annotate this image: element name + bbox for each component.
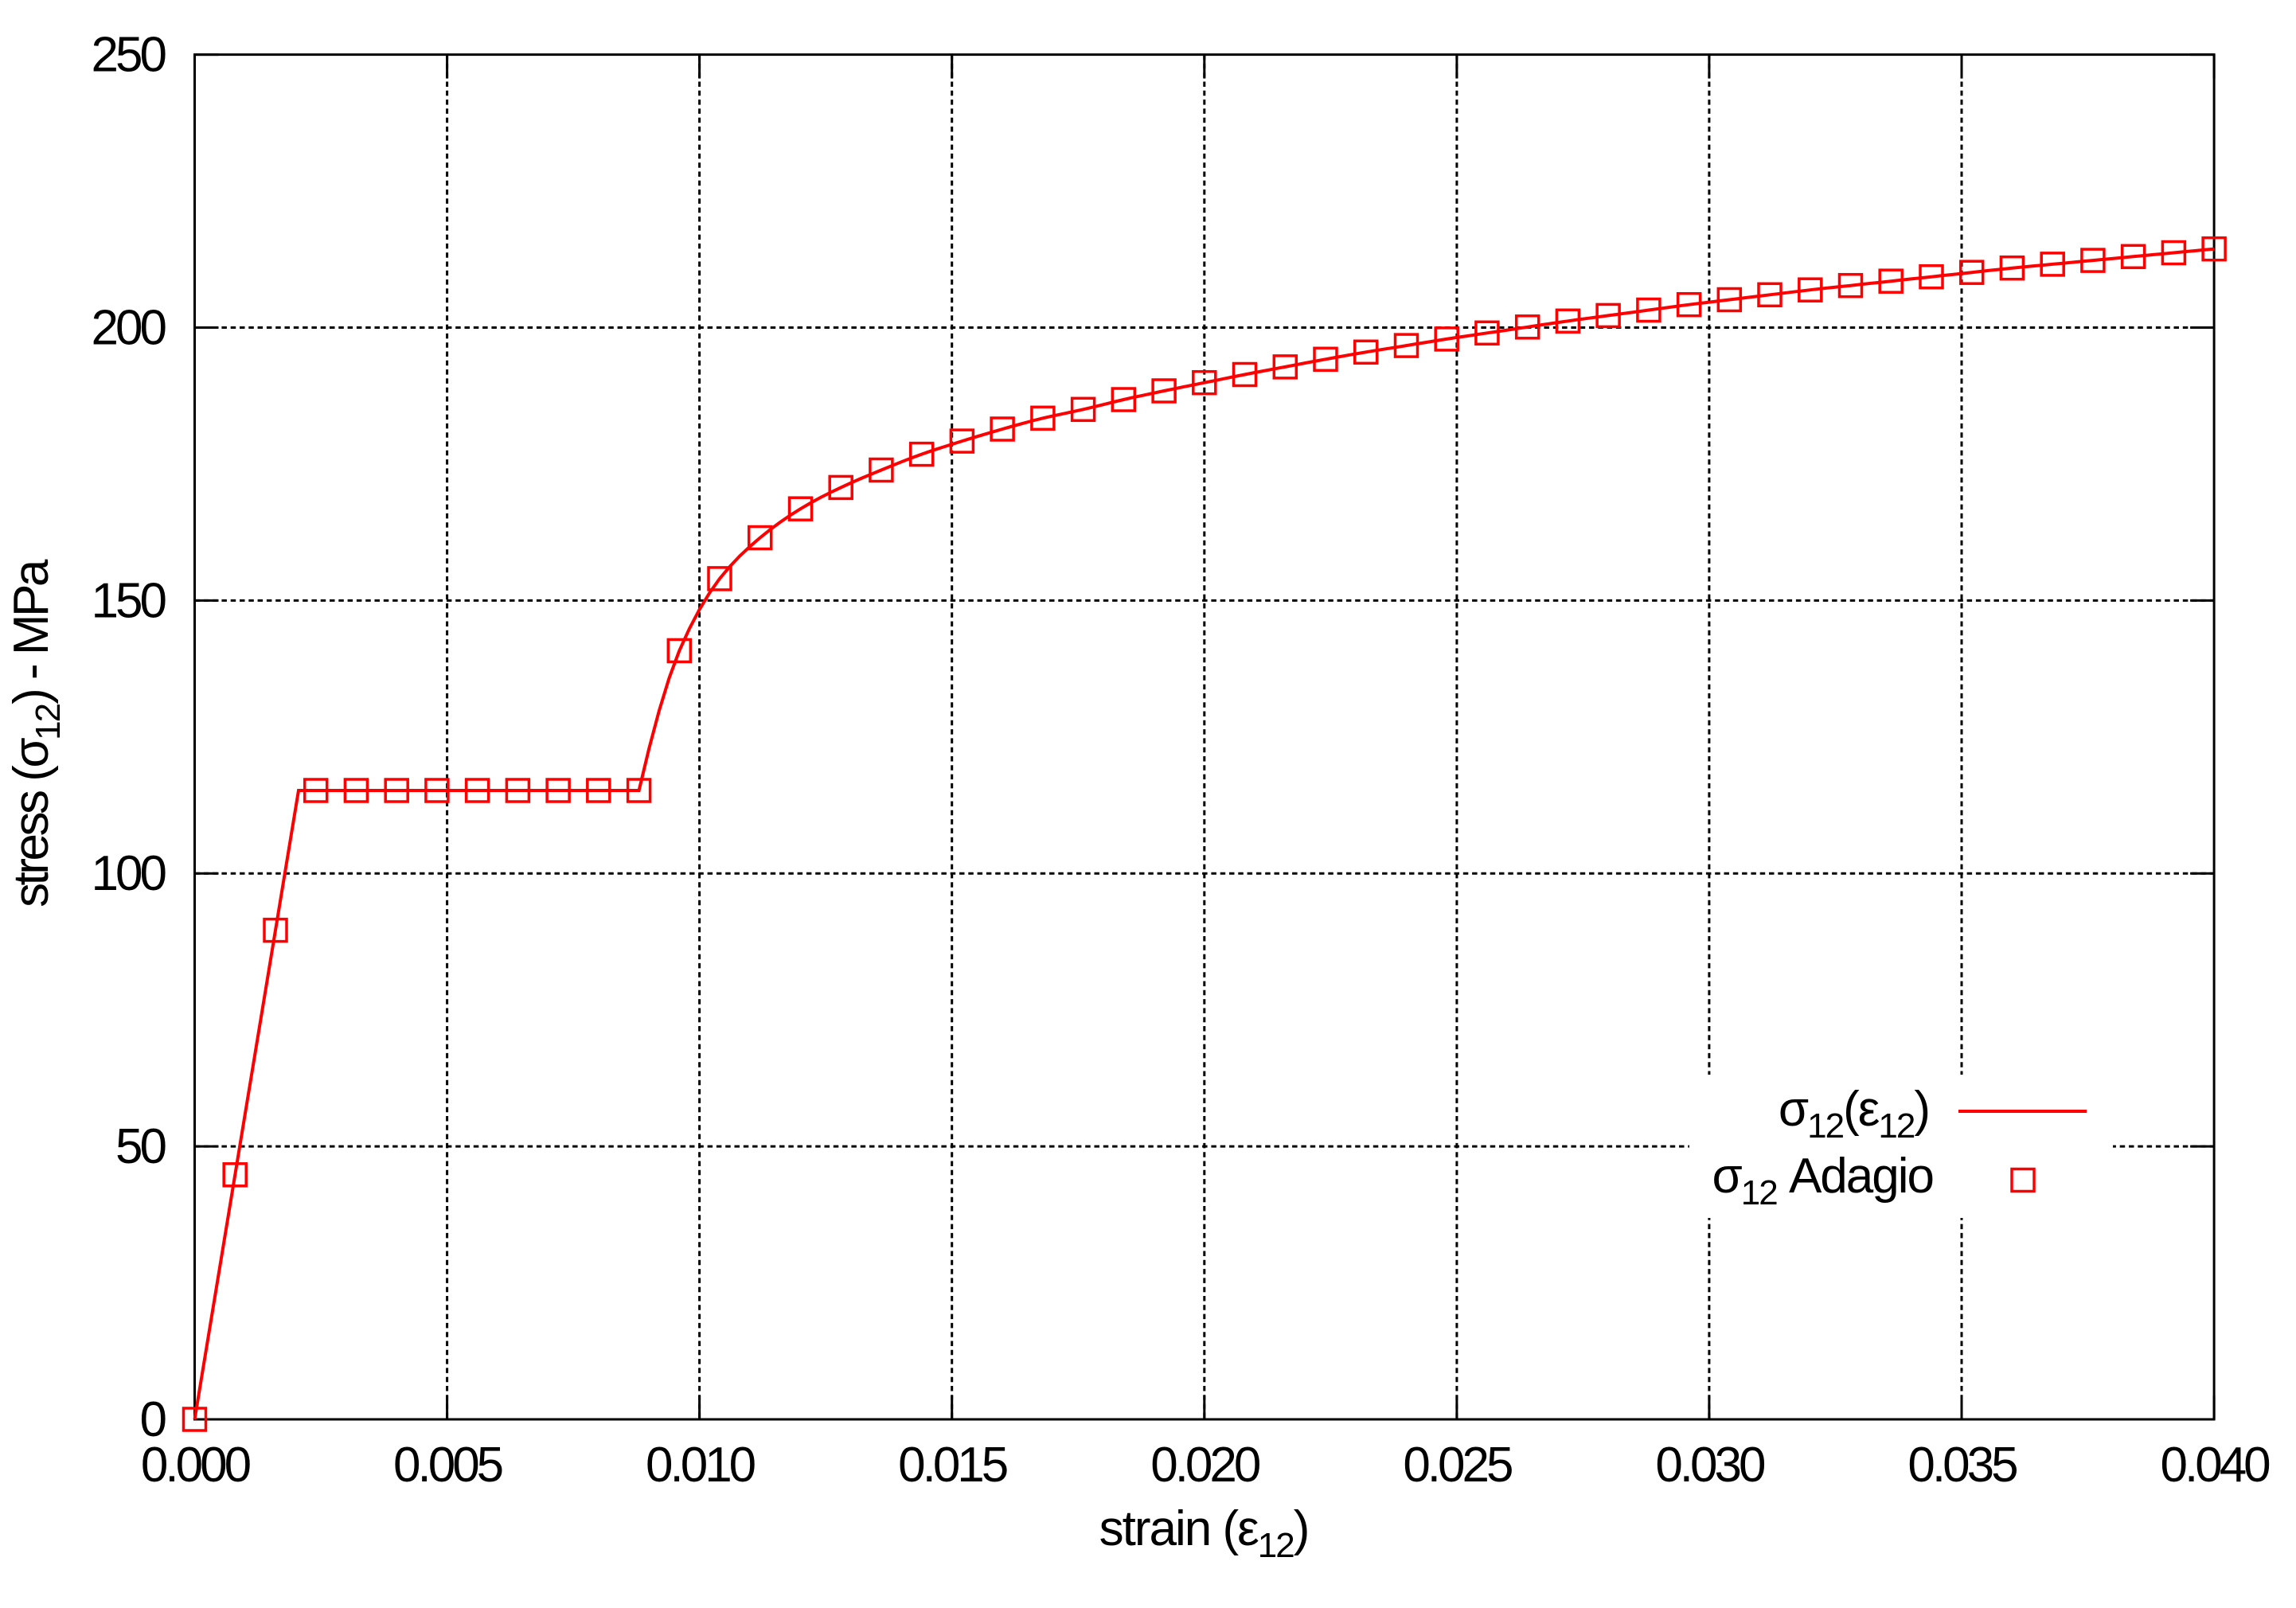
svg-text:0.020: 0.020: [1150, 1438, 1260, 1493]
svg-text:0.005: 0.005: [393, 1438, 502, 1493]
svg-text:0.015: 0.015: [898, 1438, 1007, 1493]
svg-text:0.030: 0.030: [1655, 1438, 1765, 1493]
svg-text:0.025: 0.025: [1403, 1438, 1512, 1493]
svg-text:200: 200: [92, 301, 166, 356]
svg-text:100: 100: [92, 846, 166, 901]
svg-text:50: 50: [115, 1119, 166, 1174]
svg-text:150: 150: [92, 573, 166, 628]
svg-text:250: 250: [92, 28, 166, 83]
svg-text:0.035: 0.035: [1907, 1438, 2017, 1493]
svg-text:0.000: 0.000: [141, 1438, 251, 1493]
svg-text:0.010: 0.010: [646, 1438, 756, 1493]
svg-text:0: 0: [140, 1392, 166, 1447]
svg-text:σ12 Adagio: σ12 Adagio: [1712, 1149, 1934, 1212]
svg-text:0.040: 0.040: [2161, 1438, 2271, 1493]
